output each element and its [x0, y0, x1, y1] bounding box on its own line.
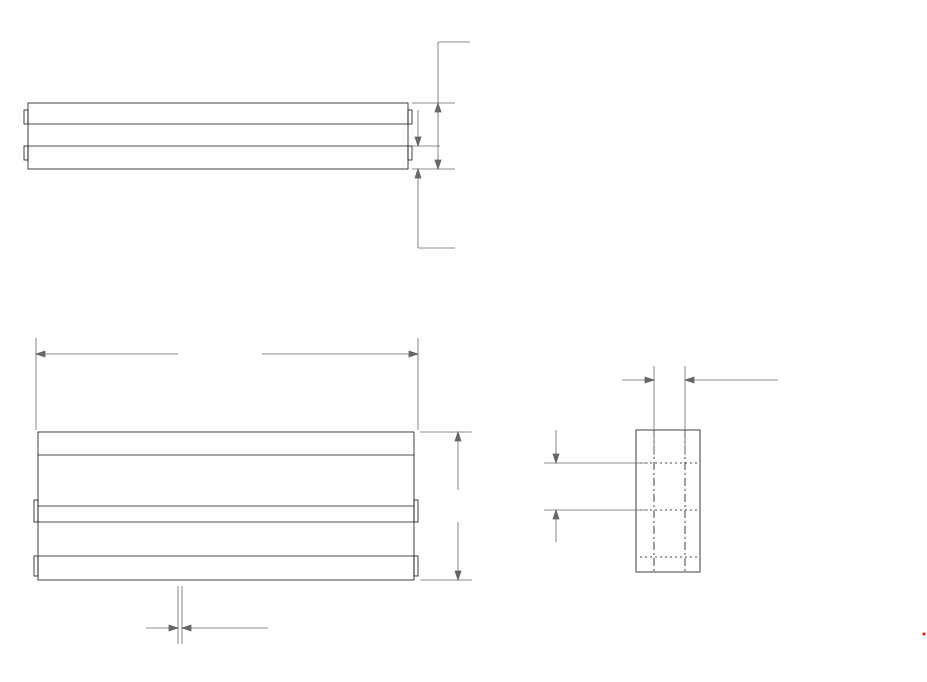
top-view-part: [23, 102, 413, 170]
dimension-overall-width: [34, 338, 420, 430]
front-view: [33, 338, 472, 644]
dimension-top-height: [412, 41, 470, 171]
dimension-diameter: [412, 110, 455, 249]
dimension-hole-spacing-horizontal: [622, 366, 778, 455]
right-view: [544, 366, 778, 573]
dimension-overall-height: [420, 430, 472, 582]
marker-dot: [922, 632, 926, 636]
dimension-slat-thickness: [146, 586, 268, 644]
dimension-hole-spacing-vertical: [544, 430, 648, 542]
top-view: [23, 41, 470, 249]
right-view-part: [635, 429, 701, 573]
front-view-part: [33, 431, 419, 581]
